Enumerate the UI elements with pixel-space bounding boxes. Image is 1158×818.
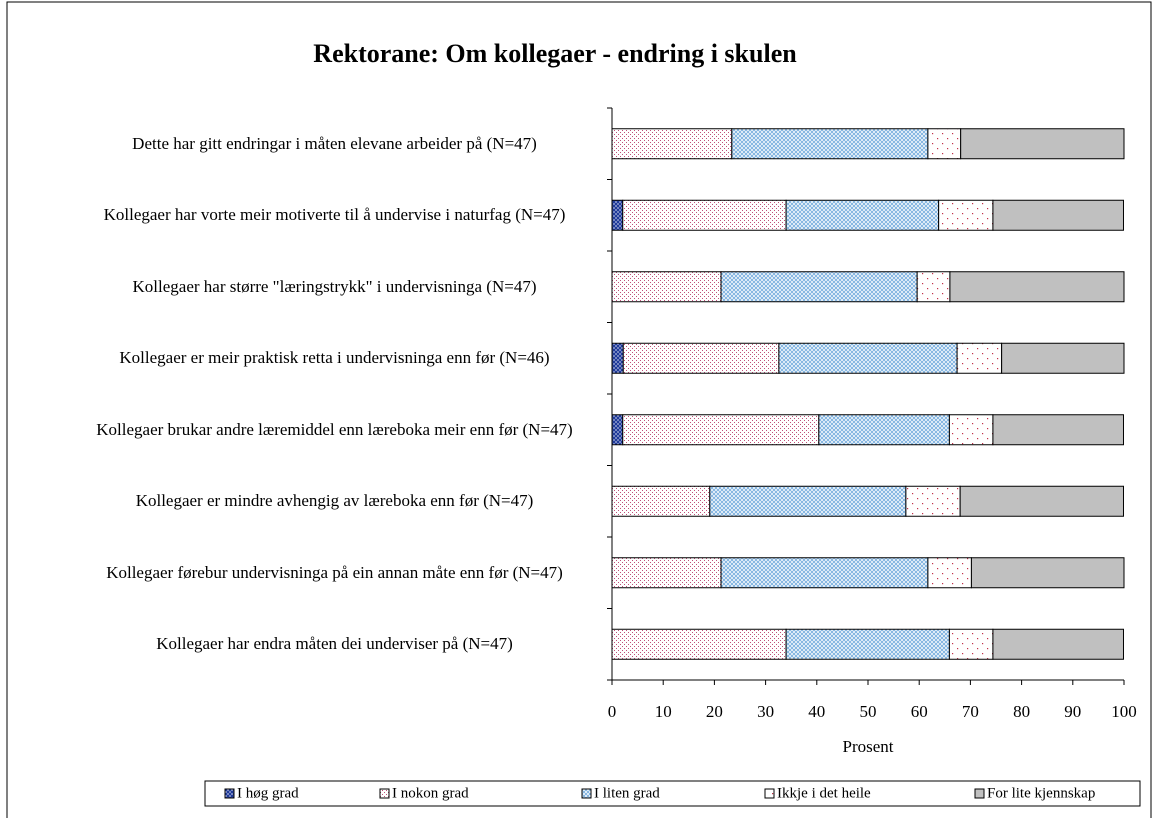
legend-label: Ikkje i det heile — [777, 785, 871, 801]
bar-segment — [948, 414, 994, 446]
bar-segment — [611, 128, 733, 160]
x-tick-label: 60 — [911, 702, 928, 721]
x-tick-label: 10 — [655, 702, 672, 721]
bar-segment — [611, 271, 722, 303]
x-tick-label: 90 — [1064, 702, 1081, 721]
bar-segment — [948, 628, 994, 660]
bar-segment — [992, 628, 1124, 660]
bar-segment — [927, 557, 972, 589]
category-label: Kollegaer er mindre avhengig av læreboka… — [135, 491, 534, 511]
chart-title: Rektorane: Om kollegaer - endring i skul… — [313, 39, 797, 68]
category-label: Kollegaer har endra måten dei underviser… — [156, 634, 513, 654]
x-tick-label: 30 — [757, 702, 774, 721]
bar-segment — [905, 485, 961, 517]
category-label: Dette har gitt endringar i måten elevane… — [132, 133, 537, 153]
bar-segment — [785, 628, 950, 660]
bar-segment — [731, 128, 929, 160]
bar-segment — [818, 414, 950, 446]
bar-segment — [622, 414, 820, 446]
x-tick-label: 40 — [808, 702, 825, 721]
category-label: Kollegaer er meir praktisk retta i under… — [119, 348, 550, 368]
bar-segment — [970, 557, 1125, 589]
legend-swatch — [224, 788, 235, 799]
x-axis-label: Prosent — [843, 737, 894, 756]
legend-swatch — [764, 788, 775, 799]
bar-segment — [611, 557, 722, 589]
bar-segment — [785, 199, 940, 231]
bar-segment — [992, 414, 1124, 446]
bar-segment — [949, 271, 1125, 303]
x-tick-label: 0 — [608, 702, 617, 721]
bar-segment — [992, 199, 1124, 231]
legend-swatch — [379, 788, 390, 799]
legend-label: I nokon grad — [392, 785, 469, 801]
legend-label: For lite kjennskap — [987, 785, 1095, 801]
legend-label: I høg grad — [237, 785, 299, 801]
bar-segment — [709, 485, 907, 517]
category-label: Kollegaer har vorte meir motiverte til å… — [103, 205, 566, 225]
frame — [6, 1, 1152, 818]
x-tick-label: 100 — [1111, 702, 1137, 721]
category-label: Kollegaer brukar andre læremiddel enn læ… — [96, 419, 573, 439]
bar-segment — [1001, 342, 1125, 374]
legend-swatch — [974, 788, 985, 799]
bar-segment — [916, 271, 951, 303]
bar-segment — [960, 128, 1125, 160]
bar-segment — [956, 342, 1003, 374]
bar-segment — [927, 128, 962, 160]
bar-segment — [611, 485, 711, 517]
category-label: Kollegaer førebur undervisninga på ein a… — [106, 562, 563, 582]
x-tick-label: 80 — [1013, 702, 1030, 721]
bar-segment — [959, 485, 1124, 517]
legend-swatch — [581, 788, 592, 799]
legend-label: I liten grad — [594, 785, 660, 801]
bar-segment — [611, 199, 624, 231]
bar-segment — [938, 199, 994, 231]
x-tick-label: 20 — [706, 702, 723, 721]
category-label: Kollegaer har større "læringstrykk" i un… — [132, 276, 537, 296]
bar-segment — [622, 199, 787, 231]
bar-segment — [611, 414, 624, 446]
x-tick-label: 50 — [860, 702, 877, 721]
bar-segment — [611, 342, 624, 374]
bar-segment — [720, 271, 918, 303]
bar-segment — [611, 628, 787, 660]
bar-segment — [778, 342, 958, 374]
bar-segment — [622, 342, 780, 374]
bar-segment — [720, 557, 929, 589]
x-tick-label: 70 — [962, 702, 979, 721]
